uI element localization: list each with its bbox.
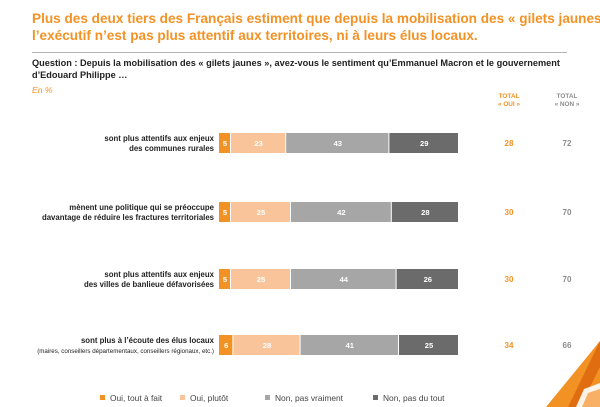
bar-segment (219, 269, 230, 289)
category-label-line-1: sont plus attentifs aux enjeux (104, 270, 214, 279)
total-non-header-line-2: « NON » (554, 101, 580, 108)
bar-segment (231, 133, 286, 153)
question-line-2: d’Edouard Philippe … (32, 69, 128, 80)
bar-value-label: 5 (223, 275, 228, 284)
bar-segment (291, 269, 396, 289)
legend-label: Non, pas du tout (383, 393, 445, 403)
total-oui-header-line-1: TOTAL (498, 93, 520, 100)
total-oui-header: TOTAL « OUI » (484, 93, 534, 109)
legend-swatch (100, 395, 105, 400)
legend-label: Oui, plutôt (190, 393, 229, 403)
category-label-line-2: des villes de banlieue défavorisées (84, 280, 215, 289)
total-oui-value: 34 (505, 341, 514, 350)
bar-value-label: 41 (346, 341, 355, 350)
total-non-value: 66 (563, 341, 572, 350)
bar-segment (399, 335, 458, 355)
bar-segment (286, 133, 389, 153)
bar-value-label: 43 (334, 139, 342, 148)
bar-value-label: 26 (424, 275, 432, 284)
bar-value-label: 28 (263, 341, 271, 350)
bar-segment (219, 202, 230, 222)
bar-value-label: 23 (254, 139, 262, 148)
title-line-1: Plus des deux tiers des Français estimen… (32, 11, 600, 26)
bar-segment (219, 133, 230, 153)
legend-swatch (373, 395, 378, 400)
total-non-header: TOTAL « NON » (542, 93, 592, 109)
legend-item: Non, pas du tout (373, 393, 444, 403)
total-oui-value: 30 (505, 275, 514, 284)
legend-item: Oui, tout à fait (100, 393, 162, 403)
legend-label: Non, pas vraiment (275, 393, 343, 403)
title-divider (32, 52, 567, 53)
bar-value-label: 42 (337, 208, 345, 217)
total-non-value: 70 (563, 208, 572, 217)
legend-item: Oui, plutôt (180, 393, 228, 403)
question-line-1: Question : Depuis la mobilisation des « … (32, 58, 560, 68)
total-non-header-line-1: TOTAL (556, 93, 578, 100)
total-oui-value: 28 (505, 139, 514, 148)
bar-value-label: 29 (420, 139, 428, 148)
legend-swatch (180, 395, 185, 400)
category-label-line-1: mènent une politique qui se préoccupe (69, 203, 214, 212)
bar-segment (233, 335, 300, 355)
bar-segment (300, 335, 398, 355)
total-oui-header-line-2: « OUI » (497, 101, 521, 108)
total-non-value: 70 (563, 275, 572, 284)
unit-label: En % (32, 85, 53, 95)
bar-value-label: 25 (257, 208, 266, 217)
bar-segment (389, 133, 458, 153)
bar-segment (231, 202, 290, 222)
chart-title: Plus des deux tiers des Français estimen… (32, 10, 600, 44)
bar-value-label: 25 (425, 341, 434, 350)
category-label-line-2: des communes rurales (129, 144, 215, 153)
survey-question: Question : Depuis la mobilisation des « … (32, 58, 572, 81)
total-oui-value: 30 (505, 208, 514, 217)
bar-segment (219, 335, 233, 355)
category-label-line-1: sont plus à l’écoute des élus locaux (81, 336, 215, 345)
category-label-line-1: sont plus attentifs aux enjeux (104, 134, 214, 143)
bar-segment (391, 202, 458, 222)
bar-segment (231, 269, 290, 289)
title-line-2: l’exécutif n’est pas plus attentif aux t… (32, 28, 478, 43)
bar-value-label: 5 (223, 139, 228, 148)
bar-value-label: 28 (421, 208, 429, 217)
category-label-line-2: (maires, conseillers départementaux, con… (37, 348, 214, 355)
legend-item: Non, pas vraiment (265, 393, 343, 403)
bar-segment (396, 269, 458, 289)
bar-value-label: 6 (224, 341, 228, 350)
bar-value-label: 44 (340, 275, 349, 284)
brand-logo-icon (546, 341, 600, 407)
total-non-value: 72 (563, 139, 572, 148)
category-label-line-2: davantage de réduire les fractures terri… (42, 213, 215, 222)
legend-swatch (265, 395, 270, 400)
bar-segment (291, 202, 391, 222)
bar-value-label: 5 (223, 208, 228, 217)
legend-label: Oui, tout à fait (110, 393, 163, 403)
bar-value-label: 25 (257, 275, 266, 284)
